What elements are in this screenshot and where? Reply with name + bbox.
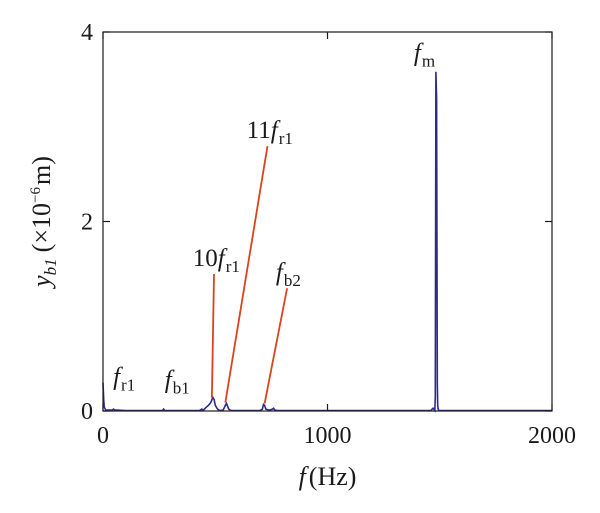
annotation-fr1: fr1 — [113, 363, 135, 394]
tick-labels: 0 1000 2000 0 2 4 — [81, 20, 576, 449]
y-tick-label: 4 — [81, 20, 93, 46]
x-tick-label: 2000 — [528, 423, 576, 449]
y-axis-label: yb1 (×10−6 m) — [27, 156, 60, 290]
annotation-11fr1: 11fr1 — [247, 117, 293, 148]
x-tick-label: 0 — [97, 423, 109, 449]
y-axis-var: y — [27, 275, 56, 290]
series-line — [102, 71, 552, 413]
x-tick-label: 1000 — [304, 423, 352, 449]
annotation-10fr1: 10fr1 — [193, 245, 240, 276]
y-tick-label: 0 — [81, 399, 93, 425]
leader-11fr1 — [224, 145, 269, 403]
plot-frame — [102, 31, 553, 412]
y-axis-var-sub: b1 — [41, 258, 60, 275]
annotation-fm: fm — [414, 39, 435, 70]
annotation-fb2: fb2 — [276, 259, 301, 290]
x-axis-var: f — [299, 462, 310, 491]
annotation-leaders — [210, 145, 288, 404]
annotation-fb1: fb1 — [165, 366, 190, 397]
leader-10fr1 — [210, 274, 215, 398]
y-tick-label: 2 — [81, 210, 93, 236]
x-axis-unit: (Hz) — [309, 462, 357, 491]
y-axis-unit-exp: −6 — [28, 187, 44, 203]
x-axis-label: f (Hz) — [299, 462, 357, 491]
leader-fb2 — [263, 288, 288, 404]
annotations: fr1 fb1 10fr1 11fr1 fb2 fm — [113, 39, 435, 397]
y-axis-unit-open: (×10 — [27, 203, 56, 252]
y-axis-unit-close: m) — [27, 156, 56, 185]
axis-ticks — [102, 31, 553, 412]
